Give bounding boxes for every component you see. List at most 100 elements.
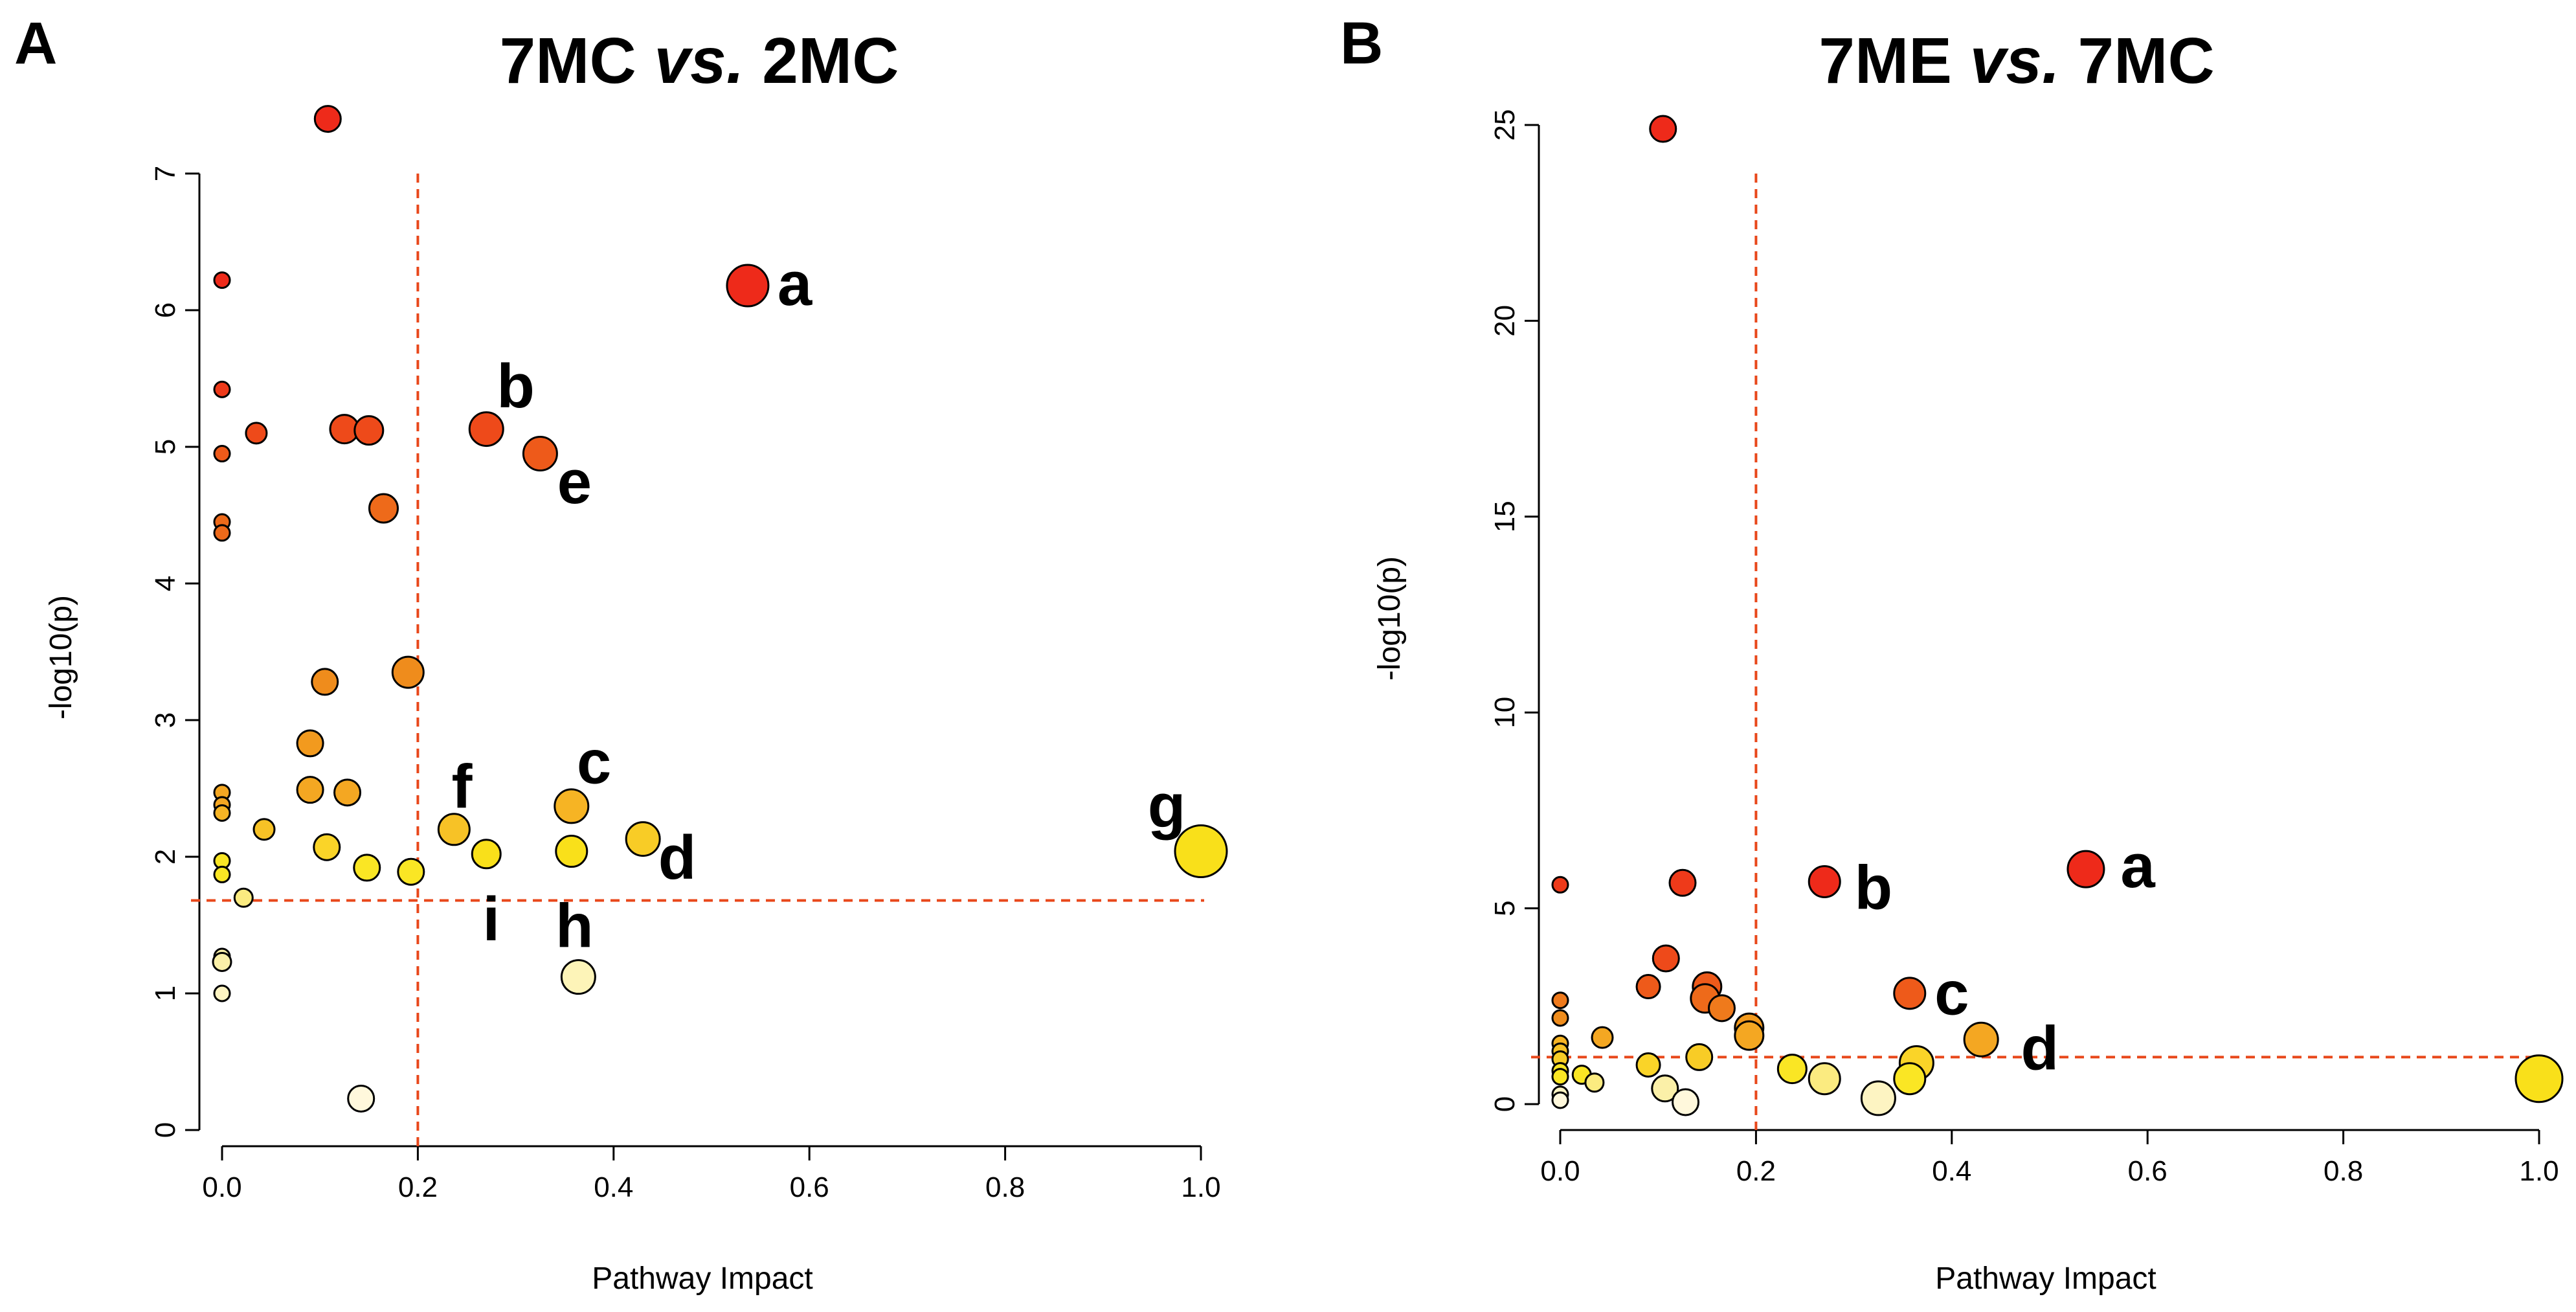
panel-b-pathway-point (1651, 1074, 1679, 1103)
panel-b-pathway-point (1893, 1062, 1927, 1096)
panel-b-x-axis-label: Pathway Impact (1935, 1261, 2156, 1296)
panel-a-x-tick-label: 1.0 (1181, 1171, 1220, 1203)
panel-b-annotation-d: d (2021, 1013, 2059, 1083)
panel-a-pathway-point (437, 813, 471, 846)
panel-b-y-tick-label: 5 (1489, 900, 1521, 916)
panel-b-pathway-point (1685, 1043, 1714, 1071)
panel-a-pathway-point (213, 445, 231, 463)
panel-a-pathway-point (554, 788, 590, 824)
panel-a-annotation-i: i (482, 885, 500, 954)
panel-a: A 7MC vs. 2MC Pathway Impact -log10(p) 0… (14, 10, 1228, 1296)
panel-b-pathway-point (1551, 1091, 1569, 1109)
panel-b-y-axis-label: -log10(p) (1372, 556, 1407, 681)
panel-b-pathway-point (1649, 115, 1677, 143)
panel-b-annotation-a: a (2120, 831, 2155, 901)
panel-b-x-tick-label: 0.8 (2324, 1155, 2363, 1187)
panel-a-pathway-point (213, 984, 231, 1002)
panel-a-y-tick-label: 7 (150, 166, 181, 181)
panel-b-points (1551, 115, 2564, 1116)
panel-b-annotations: a bcd (1855, 831, 2156, 1083)
panel-b-pathway-point (1551, 1068, 1569, 1086)
panel-b-pathway-point (1584, 1072, 1605, 1093)
panel-b-y-tick-label: 15 (1489, 501, 1521, 532)
panel-a-title: 7MC vs. 2MC (500, 25, 899, 97)
panel-a-pathway-point (311, 668, 339, 696)
panel-a-pathway-point (353, 415, 385, 446)
panel-b-annotation-c: c (1934, 959, 1969, 1028)
panel-b-title: 7ME vs. 7MC (1819, 25, 2214, 97)
panel-a-annotation-b: b (497, 352, 535, 421)
panel-b-pathway-point (1668, 868, 1697, 897)
panel-a-y-tick-label: 0 (150, 1122, 181, 1138)
panel-b-y-tick-label: 0 (1489, 1096, 1521, 1112)
panel-a-pathway-point (522, 436, 558, 472)
panel-b-pathway-point (1635, 974, 1661, 1000)
panel-a-x-tick-label: 0.6 (790, 1171, 829, 1203)
panel-b: B 7ME vs. 7MC Pathway Impact -log10(p) 0… (1340, 10, 2564, 1296)
panel-b-pathway-point (1635, 1052, 1661, 1078)
panel-a-y-tick-label: 3 (150, 712, 181, 728)
panel-b-pathway-point (1776, 1054, 1808, 1085)
panel-a-annotation-a: a (778, 249, 812, 319)
panel-a-axes: 0.0 0.2 0.4 0.6 0.8 1.0 0 1 2 3 4 5 6 7 (150, 166, 1221, 1203)
panel-a-x-tick-label: 0.8 (985, 1171, 1025, 1203)
panel-a-pathway-point (368, 493, 399, 524)
panel-a-pathway-point (296, 729, 324, 758)
panel-a-thresholds (191, 174, 1204, 1146)
panel-b-pathway-point (1551, 1009, 1569, 1027)
panel-a-letter: A (14, 10, 57, 76)
panel-a-pathway-point (213, 271, 231, 289)
panel-b-pathway-point (1808, 1062, 1841, 1096)
panel-a-pathway-point (391, 655, 425, 689)
panel-b-pathway-point (1591, 1026, 1614, 1049)
panel-a-pathway-point (347, 1084, 375, 1113)
panel-b-x-tick-label: 0.2 (1736, 1155, 1776, 1187)
panel-a-annotation-c: c (577, 727, 611, 797)
panel-a-pathway-point (313, 105, 342, 133)
panel-b-pathway-point (1963, 1021, 1999, 1058)
panel-a-pathway-point (353, 854, 381, 882)
panel-b-annotation-b: b (1855, 853, 1893, 922)
panel-b-x-tick-label: 0.6 (2128, 1155, 2167, 1187)
panel-a-annotation-d: d (658, 823, 697, 892)
panel-a-pathway-point (313, 833, 341, 861)
panel-b-pathway-point (1672, 1088, 1700, 1116)
panel-a-annotation-h: h (555, 892, 594, 961)
panel-a-pathway-point (213, 804, 231, 822)
panel-b-pathway-point (1652, 944, 1680, 973)
panel-b-pathway-point (1734, 1020, 1765, 1051)
panel-a-pathway-point (555, 835, 588, 868)
panel-b-pathway-point (1551, 876, 1569, 894)
panel-a-annotation-e: e (557, 447, 592, 517)
panel-a-y-tick-label: 4 (150, 576, 181, 591)
panel-a-pathway-point (333, 778, 362, 807)
panel-a-pathway-point (245, 422, 268, 445)
panel-a-annotation-g: g (1148, 771, 1186, 841)
panel-a-y-tick-label: 5 (150, 439, 181, 455)
panel-b-x-tick-label: 0.4 (1932, 1155, 1971, 1187)
panel-a-annotations: a be c f d g i h (451, 249, 1185, 961)
panel-a-annotation-f: f (451, 752, 473, 821)
panel-a-pathway-point (213, 380, 231, 398)
panel-a-points (212, 105, 1228, 1113)
panel-a-pathway-point (471, 839, 502, 870)
panel-a-pathway-point (1174, 824, 1228, 879)
panel-b-letter: B (1340, 10, 1383, 76)
panel-a-pathway-point (252, 818, 276, 841)
panel-a-pathway-point (233, 887, 254, 908)
panel-b-pathway-point (1893, 977, 1927, 1010)
panel-a-pathway-point (397, 857, 425, 886)
panel-a-pathway-point (213, 524, 231, 542)
panel-b-x-tick-label: 0.0 (1540, 1155, 1580, 1187)
panel-b-y-tick-label: 25 (1489, 109, 1521, 141)
panel-a-y-tick-label: 1 (150, 986, 181, 1001)
panel-a-pathway-point (468, 411, 504, 447)
panel-a-x-tick-label: 0.2 (398, 1171, 438, 1203)
panel-b-pathway-point (1707, 994, 1736, 1023)
panel-a-y-axis-label: -log10(p) (44, 595, 78, 719)
panel-a-pathway-point (625, 821, 661, 857)
panel-b-pathway-point (1551, 991, 1569, 1010)
panel-b-x-tick-label: 1.0 (2519, 1155, 2559, 1187)
panel-b-y-tick-label: 20 (1489, 305, 1521, 337)
